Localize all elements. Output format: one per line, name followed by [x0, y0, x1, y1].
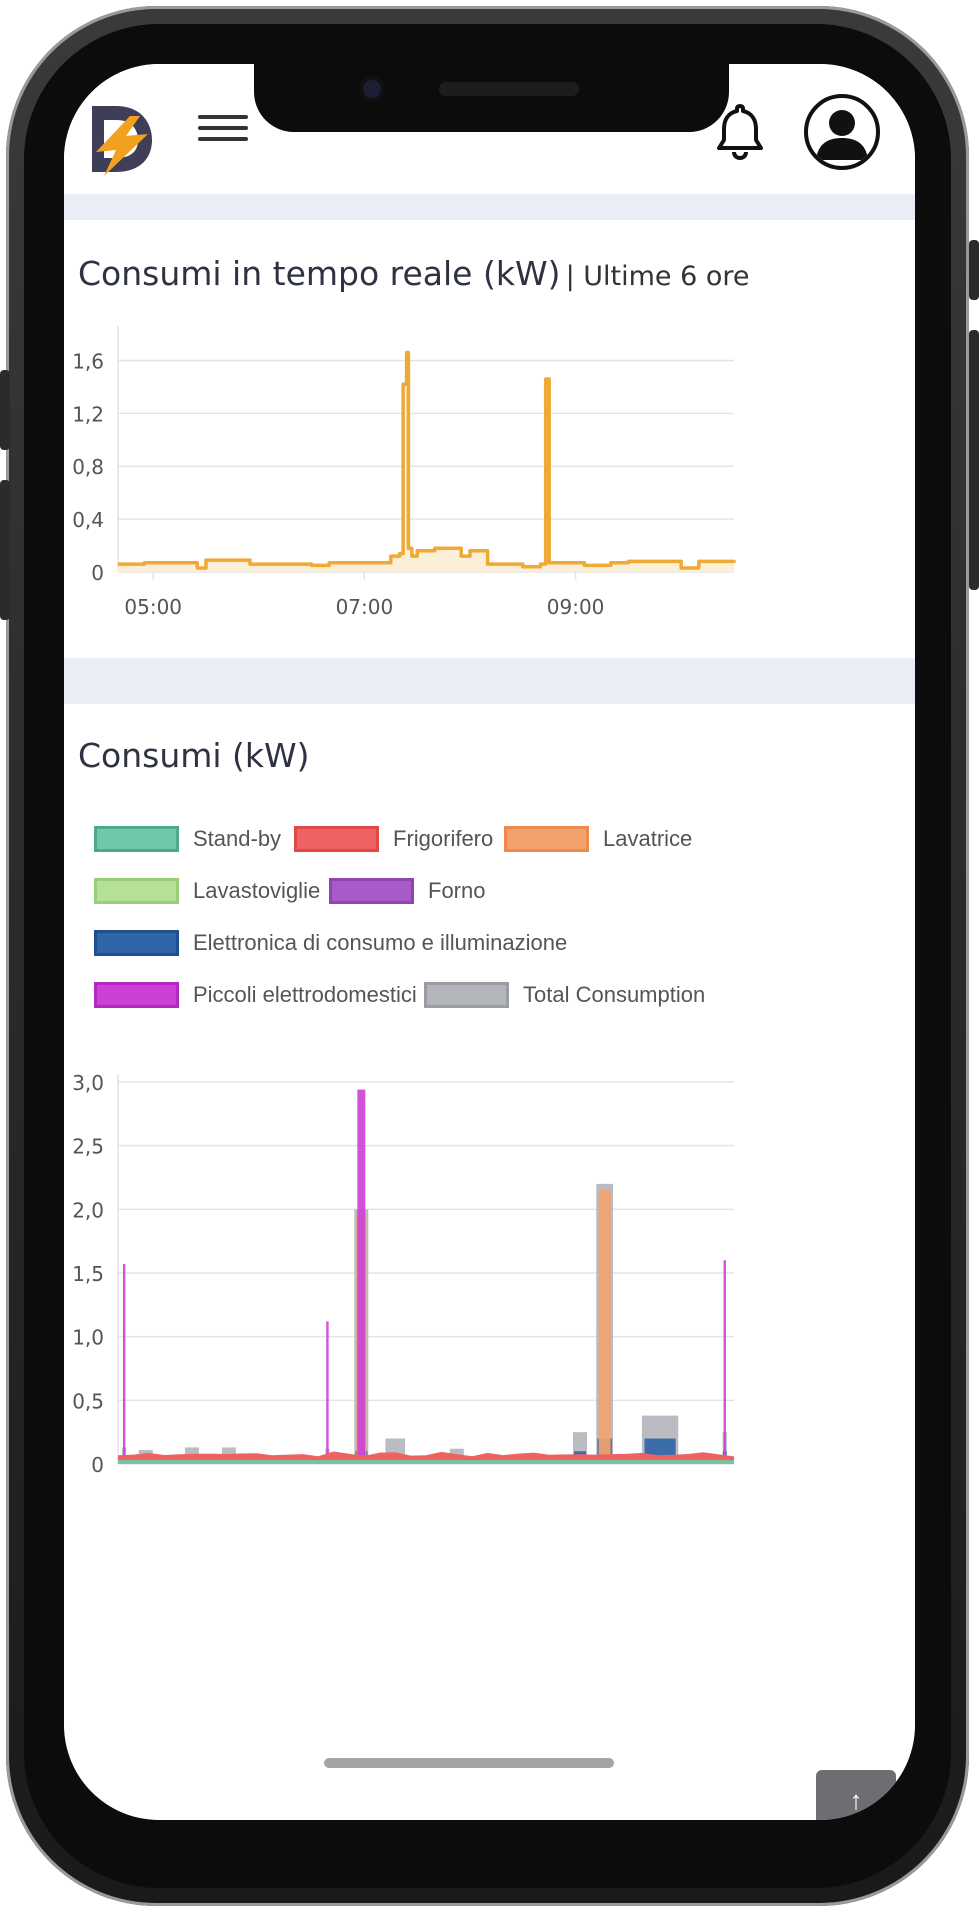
y-tick-label: 1,5: [72, 1262, 104, 1286]
y-tick-label: 1,2: [72, 402, 104, 426]
hamburger-menu-icon[interactable]: [198, 108, 248, 150]
legend-item[interactable]: Stand-by: [94, 824, 281, 854]
y-tick-label: 0,4: [72, 508, 104, 532]
legend-swatch: [94, 982, 179, 1008]
y-tick-label: 2,5: [72, 1135, 104, 1159]
series-line: [118, 350, 736, 570]
legend-swatch: [424, 982, 509, 1008]
consumption-chart: 0 0,5 1,0 1,5 2,0 2,5 3,0: [72, 1071, 734, 1477]
legend-label: Lavastoviglie: [193, 878, 321, 903]
phone-screen: Consumi in tempo reale (kW) | Ultime 6 o…: [64, 64, 915, 1820]
phone-side-button: [969, 330, 979, 590]
realtime-subtitle: | Ultime 6 ore: [565, 261, 750, 292]
legend-item[interactable]: Lavatrice: [504, 824, 692, 854]
legend-swatch: [94, 826, 179, 852]
realtime-title: Consumi in tempo reale (kW): [78, 254, 561, 293]
legend-item[interactable]: Lavastoviglie: [94, 876, 320, 906]
series-area: [118, 352, 734, 572]
small-appliances-mark: [357, 1089, 366, 1464]
phone-side-button: [0, 370, 10, 450]
section-divider: [64, 658, 915, 704]
small-appliances-mark: [326, 1321, 329, 1464]
y-tick-label: 0,8: [72, 455, 104, 479]
legend-swatch: [94, 930, 179, 956]
y-tick-label: 1,0: [72, 1326, 104, 1350]
user-avatar-icon[interactable]: [804, 94, 880, 170]
consumption-title: Consumi (kW): [78, 736, 310, 775]
phone-notch: [254, 64, 729, 132]
small-appliances-mark: [122, 1264, 126, 1464]
y-tick-label: 2,0: [72, 1198, 104, 1222]
app-header: [64, 64, 915, 194]
legend-label: Forno: [428, 878, 486, 903]
front-camera: [359, 76, 385, 102]
legend-label: Lavatrice: [603, 826, 693, 851]
consumption-card-title: Consumi (kW): [78, 736, 310, 775]
legend-item[interactable]: Forno: [329, 876, 485, 906]
legend-label: Total Consumption: [523, 982, 706, 1007]
realtime-card-title: Consumi in tempo reale (kW) | Ultime 6 o…: [78, 254, 750, 293]
small-appliances-mark: [723, 1260, 726, 1464]
y-tick-label: 0,5: [72, 1389, 104, 1413]
legend-label: Elettronica di consumo e illuminazione: [193, 930, 568, 955]
bell-icon[interactable]: [714, 102, 766, 160]
legend-label: Piccoli elettrodomestici: [193, 982, 417, 1007]
home-indicator[interactable]: [324, 1758, 614, 1768]
legend-item[interactable]: Elettronica di consumo e illuminazione: [94, 928, 567, 958]
legend-label: Frigorifero: [393, 826, 494, 851]
legend-swatch: [504, 826, 589, 852]
x-tick-label: 05:00: [124, 595, 182, 619]
legend-swatch: [329, 878, 414, 904]
phone-side-button: [969, 240, 979, 300]
x-tick-label: 07:00: [336, 595, 394, 619]
standby-area: [118, 1460, 734, 1464]
section-divider: [64, 194, 915, 220]
y-tick-label: 0: [91, 561, 104, 585]
y-tick-label: 1,6: [72, 349, 104, 373]
legend-label: Stand-by: [193, 826, 282, 851]
legend-item[interactable]: Total Consumption: [424, 980, 705, 1010]
legend-item[interactable]: Frigorifero: [294, 824, 493, 854]
washing-machine-mark: [598, 1190, 611, 1464]
earpiece-speaker: [439, 82, 579, 96]
legend-item[interactable]: Piccoli elettrodomestici: [94, 980, 417, 1010]
legend-swatch: [294, 826, 379, 852]
x-tick-label: 09:00: [547, 595, 605, 619]
phone-side-button: [0, 480, 10, 620]
legend-swatch: [94, 878, 179, 904]
app-logo[interactable]: [86, 100, 156, 178]
realtime-chart: 0 0,4 0,8 1,2 1,6 05:00 07:00 09:00: [72, 326, 736, 619]
y-tick-label: 0: [91, 1453, 104, 1477]
scroll-to-top-button[interactable]: ↑: [816, 1770, 896, 1820]
y-tick-label: 3,0: [72, 1071, 104, 1095]
